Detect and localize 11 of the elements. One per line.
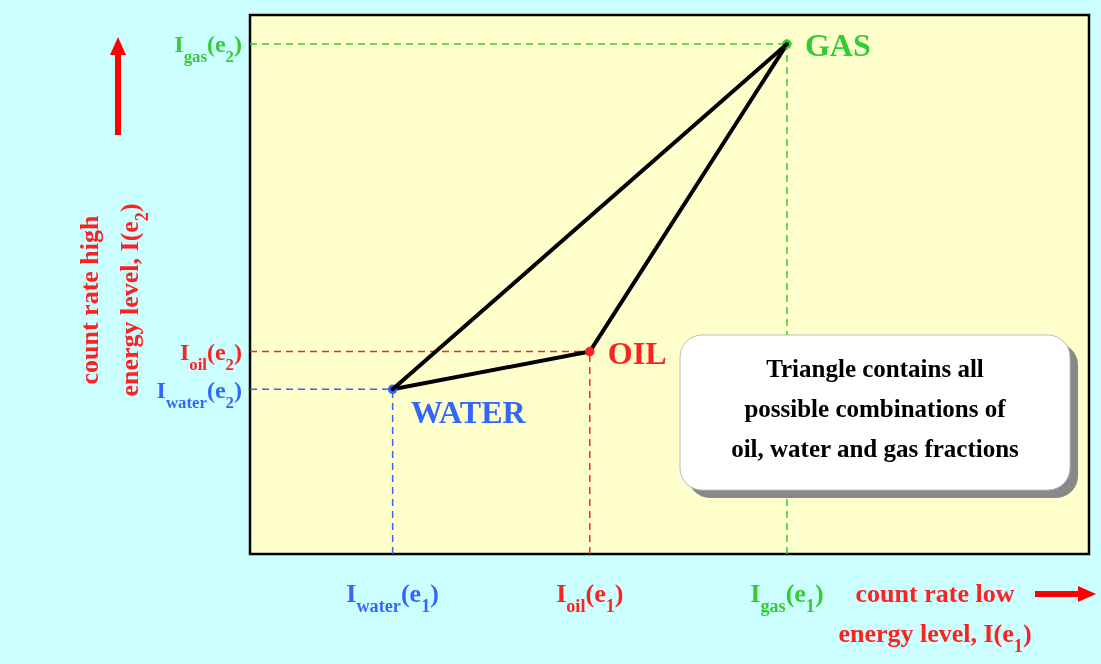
x-tick-label: I$_{water}$(e$_{1}$) (346, 579, 439, 616)
annotation: OIL (607, 334, 667, 371)
x-axis-title: count rate low energy level, I(e$_{1}$) (838, 579, 1032, 656)
annotation: GAS (804, 27, 871, 64)
ref-line-label: I$_{gas}$(e$_{2}$) (174, 31, 242, 66)
annotation: WATER (410, 394, 527, 431)
ref-line-label: I$_{oil}$(e$_{2}$) (179, 338, 242, 374)
annotation: Triangle contains all possible combinations of oil, water and gas fractions (731, 355, 1020, 462)
ref-line-label: I$_{water}$(e$_{2}$) (156, 376, 242, 412)
x-tick-label: I$_{gas}$(e$_{1}$) (750, 579, 824, 616)
x-tick-label: I$_{oil}$(e$_{1}$) (556, 579, 624, 616)
